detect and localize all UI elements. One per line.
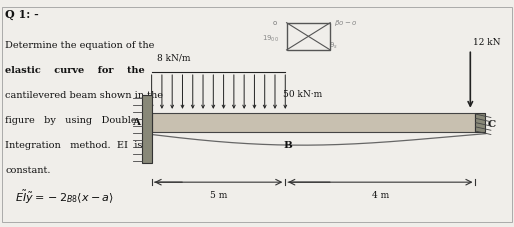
Text: cantilevered beam shown in the: cantilevered beam shown in the (5, 91, 163, 100)
Bar (142, 95, 152, 163)
Text: C: C (487, 120, 495, 129)
Text: 50 kN·m: 50 kN·m (283, 90, 322, 99)
Text: 5 m: 5 m (210, 191, 227, 200)
Text: $\beta o - o$: $\beta o - o$ (334, 18, 357, 28)
Text: o: o (272, 20, 277, 26)
Text: 8 kN/m: 8 kN/m (157, 54, 190, 63)
Text: $E\tilde{I}\tilde{y} = -2_{B8}\langle x - a \rangle$: $E\tilde{I}\tilde{y} = -2_{B8}\langle x … (15, 188, 114, 205)
Text: 4 m: 4 m (372, 191, 389, 200)
Text: figure   by   using   Double: figure by using Double (5, 116, 137, 125)
Text: Integration   method.  EI  is: Integration method. EI is (5, 141, 142, 150)
Text: B: B (283, 141, 292, 150)
Bar (475, 113, 485, 132)
Text: 12 kN: 12 kN (473, 38, 501, 47)
Text: $9_s$: $9_s$ (329, 40, 338, 50)
Text: elastic    curve    for    the: elastic curve for the (5, 66, 145, 75)
Bar (287, 23, 331, 50)
Text: constant.: constant. (5, 166, 51, 175)
Bar (152, 113, 475, 132)
Text: Determine the equation of the: Determine the equation of the (5, 41, 155, 50)
Text: $19_{00}$: $19_{00}$ (262, 34, 279, 44)
Text: A: A (132, 118, 140, 127)
Text: Q 1: -: Q 1: - (5, 9, 39, 20)
